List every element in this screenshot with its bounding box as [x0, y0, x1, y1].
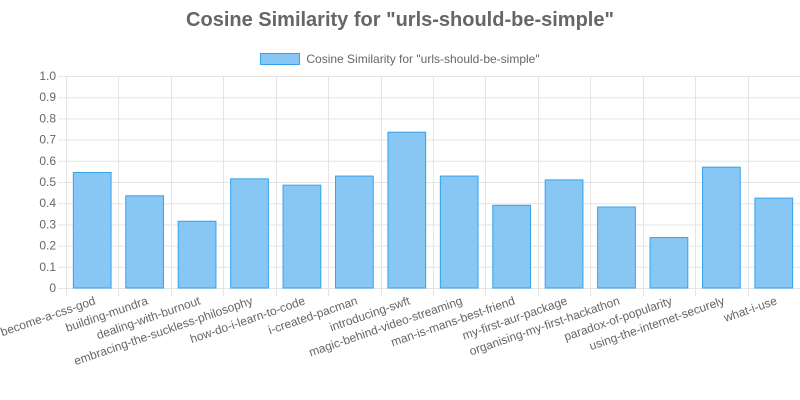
y-tick-label: 0.4 — [39, 196, 56, 210]
bar[interactable] — [649, 237, 689, 289]
bar[interactable] — [177, 220, 217, 289]
chart-title: Cosine Similarity for "urls-should-be-si… — [186, 9, 614, 31]
legend[interactable]: Cosine Similarity for "urls-should-be-si… — [0, 52, 800, 66]
bar[interactable] — [439, 175, 479, 289]
y-tick-label: 1.0 — [39, 69, 56, 83]
bar[interactable] — [387, 131, 427, 289]
bar[interactable] — [334, 175, 374, 289]
grid-lines — [58, 76, 800, 296]
bar[interactable] — [72, 171, 112, 289]
y-tick-label: 0.2 — [39, 239, 56, 253]
y-tick-label: 0.1 — [39, 260, 56, 274]
legend-swatch — [260, 53, 301, 65]
y-axis-ticks: 0 0.1 0.2 0.3 0.4 0.5 0.6 0.7 0.8 0.9 1.0 — [39, 69, 56, 295]
y-tick-label: 0.7 — [39, 133, 56, 147]
bar[interactable] — [701, 166, 741, 289]
bar[interactable] — [492, 204, 532, 289]
bar[interactable] — [125, 195, 165, 289]
y-tick-label: 0.3 — [39, 217, 56, 231]
bar[interactable] — [544, 179, 584, 289]
x-tick-label: what-i-use — [721, 293, 779, 325]
y-tick-label: 0.8 — [39, 111, 56, 125]
y-tick-label: 0 — [49, 281, 56, 295]
y-tick-label: 0.5 — [39, 175, 56, 189]
bar[interactable] — [754, 197, 794, 289]
bar[interactable] — [282, 184, 322, 289]
y-tick-label: 0.6 — [39, 154, 56, 168]
bar-series — [72, 131, 794, 289]
bar[interactable] — [597, 206, 636, 289]
legend-label: Cosine Similarity for "urls-should-be-si… — [306, 52, 540, 66]
bar[interactable] — [230, 178, 269, 289]
y-tick-label: 0.9 — [39, 90, 56, 104]
x-axis-ticks: become-a-css-godbuilding-mundradealing-w… — [0, 293, 779, 368]
